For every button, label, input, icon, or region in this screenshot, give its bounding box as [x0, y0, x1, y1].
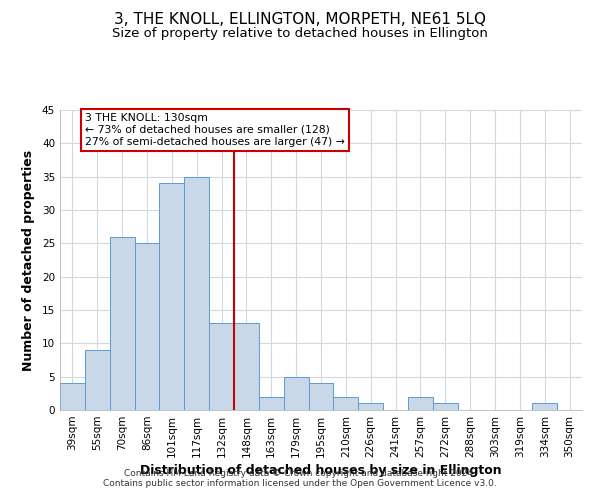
Bar: [433, 404, 458, 410]
Bar: [259, 396, 284, 410]
Bar: [85, 350, 110, 410]
Bar: [110, 236, 134, 410]
Bar: [60, 384, 85, 410]
Bar: [160, 184, 184, 410]
Bar: [408, 396, 433, 410]
Text: Contains public sector information licensed under the Open Government Licence v3: Contains public sector information licen…: [103, 478, 497, 488]
Bar: [184, 176, 209, 410]
Bar: [284, 376, 308, 410]
Bar: [134, 244, 160, 410]
Y-axis label: Number of detached properties: Number of detached properties: [22, 150, 35, 370]
Bar: [334, 396, 358, 410]
Bar: [358, 404, 383, 410]
Text: 3 THE KNOLL: 130sqm
← 73% of detached houses are smaller (128)
27% of semi-detac: 3 THE KNOLL: 130sqm ← 73% of detached ho…: [85, 114, 345, 146]
Bar: [532, 404, 557, 410]
Text: Contains HM Land Registry data © Crown copyright and database right 2024.: Contains HM Land Registry data © Crown c…: [124, 468, 476, 477]
Text: Size of property relative to detached houses in Ellington: Size of property relative to detached ho…: [112, 28, 488, 40]
Bar: [209, 324, 234, 410]
Bar: [234, 324, 259, 410]
Text: 3, THE KNOLL, ELLINGTON, MORPETH, NE61 5LQ: 3, THE KNOLL, ELLINGTON, MORPETH, NE61 5…: [114, 12, 486, 28]
Bar: [308, 384, 334, 410]
X-axis label: Distribution of detached houses by size in Ellington: Distribution of detached houses by size …: [140, 464, 502, 477]
